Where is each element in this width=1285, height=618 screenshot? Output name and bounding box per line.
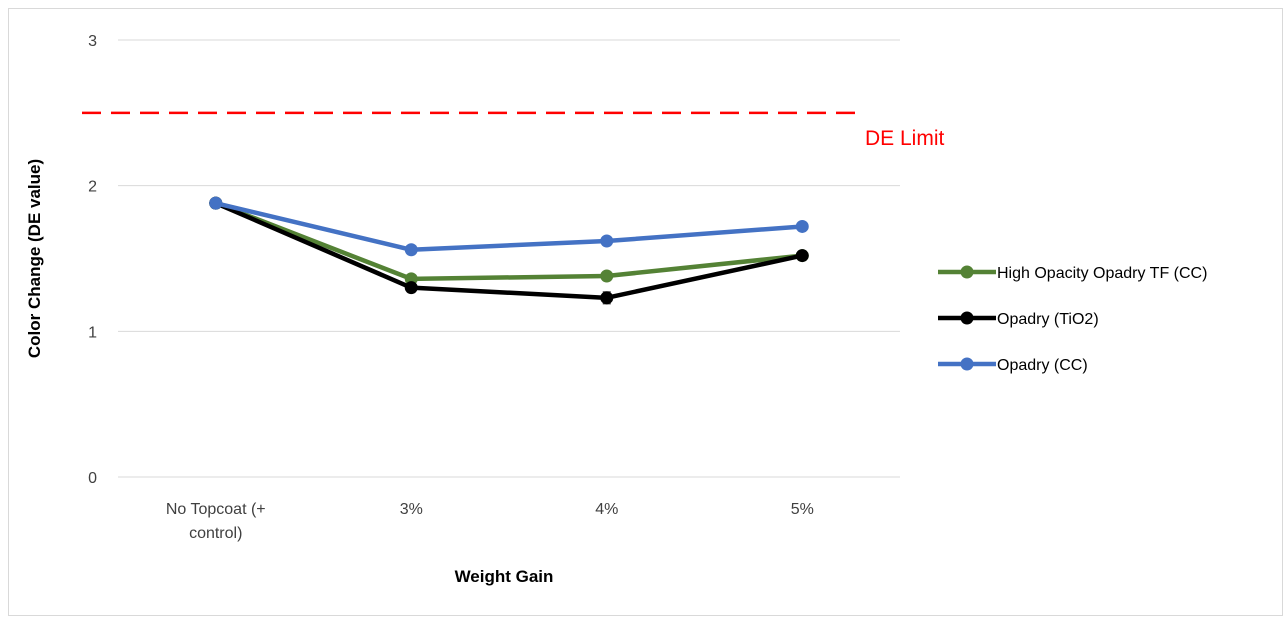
data-point	[600, 269, 614, 283]
legend-item: High Opacity Opadry TF (CC)	[938, 265, 1207, 282]
data-point	[404, 281, 418, 295]
x-tick-label-line: 4%	[595, 501, 618, 518]
x-tick-label-line: 5%	[791, 501, 814, 518]
legend-label: Opadry (TiO2)	[997, 311, 1099, 328]
x-tick-label: 4%	[595, 501, 618, 518]
y-tick-label: 3	[88, 33, 97, 50]
data-point	[600, 291, 614, 305]
x-tick-label: No Topcoat (+ control)	[166, 501, 266, 542]
x-axis-title: Weight Gain	[455, 567, 554, 586]
y-tick-label: 0	[88, 470, 97, 487]
y-tick-label: 2	[88, 179, 97, 196]
chart-frame	[8, 8, 1283, 616]
x-tick-label-line: control)	[189, 525, 242, 542]
series-2	[209, 196, 809, 257]
legend-swatch-marker	[960, 265, 974, 279]
series-lines	[209, 196, 809, 305]
x-tick-label-line: 3%	[400, 501, 423, 518]
series-1	[209, 196, 809, 305]
gridlines	[118, 39, 900, 478]
data-point	[795, 249, 809, 263]
de-limit-label: DE Limit	[865, 127, 945, 150]
legend-swatch-marker	[960, 311, 974, 325]
legend-item: Opadry (CC)	[938, 357, 1088, 374]
x-tick-label-line: No Topcoat (+	[166, 501, 266, 518]
series-line	[214, 201, 803, 301]
data-point	[209, 196, 223, 210]
y-axis-title: Color Change (DE value)	[25, 159, 44, 358]
legend-swatch-marker	[960, 357, 974, 371]
legend-label: Opadry (CC)	[997, 357, 1088, 374]
legend: High Opacity Opadry TF (CC) Opadry (TiO2)…	[938, 265, 1207, 374]
series-line	[214, 201, 803, 282]
legend-item: Opadry (TiO2)	[938, 311, 1099, 328]
y-tick-label: 1	[88, 324, 97, 341]
legend-label: High Opacity Opadry TF (CC)	[997, 265, 1207, 282]
data-point	[404, 243, 418, 257]
data-point	[600, 234, 614, 248]
series-line	[215, 200, 803, 253]
y-axis-ticks: 0 1 2 3	[88, 33, 97, 487]
data-point	[795, 219, 809, 233]
x-tick-label: 3%	[400, 501, 423, 518]
limit-line-group: DE Limit	[82, 111, 945, 150]
x-tick-label: 5%	[791, 501, 814, 518]
x-axis-ticks: No Topcoat (+ control) 3% 4% 5%	[166, 501, 814, 542]
